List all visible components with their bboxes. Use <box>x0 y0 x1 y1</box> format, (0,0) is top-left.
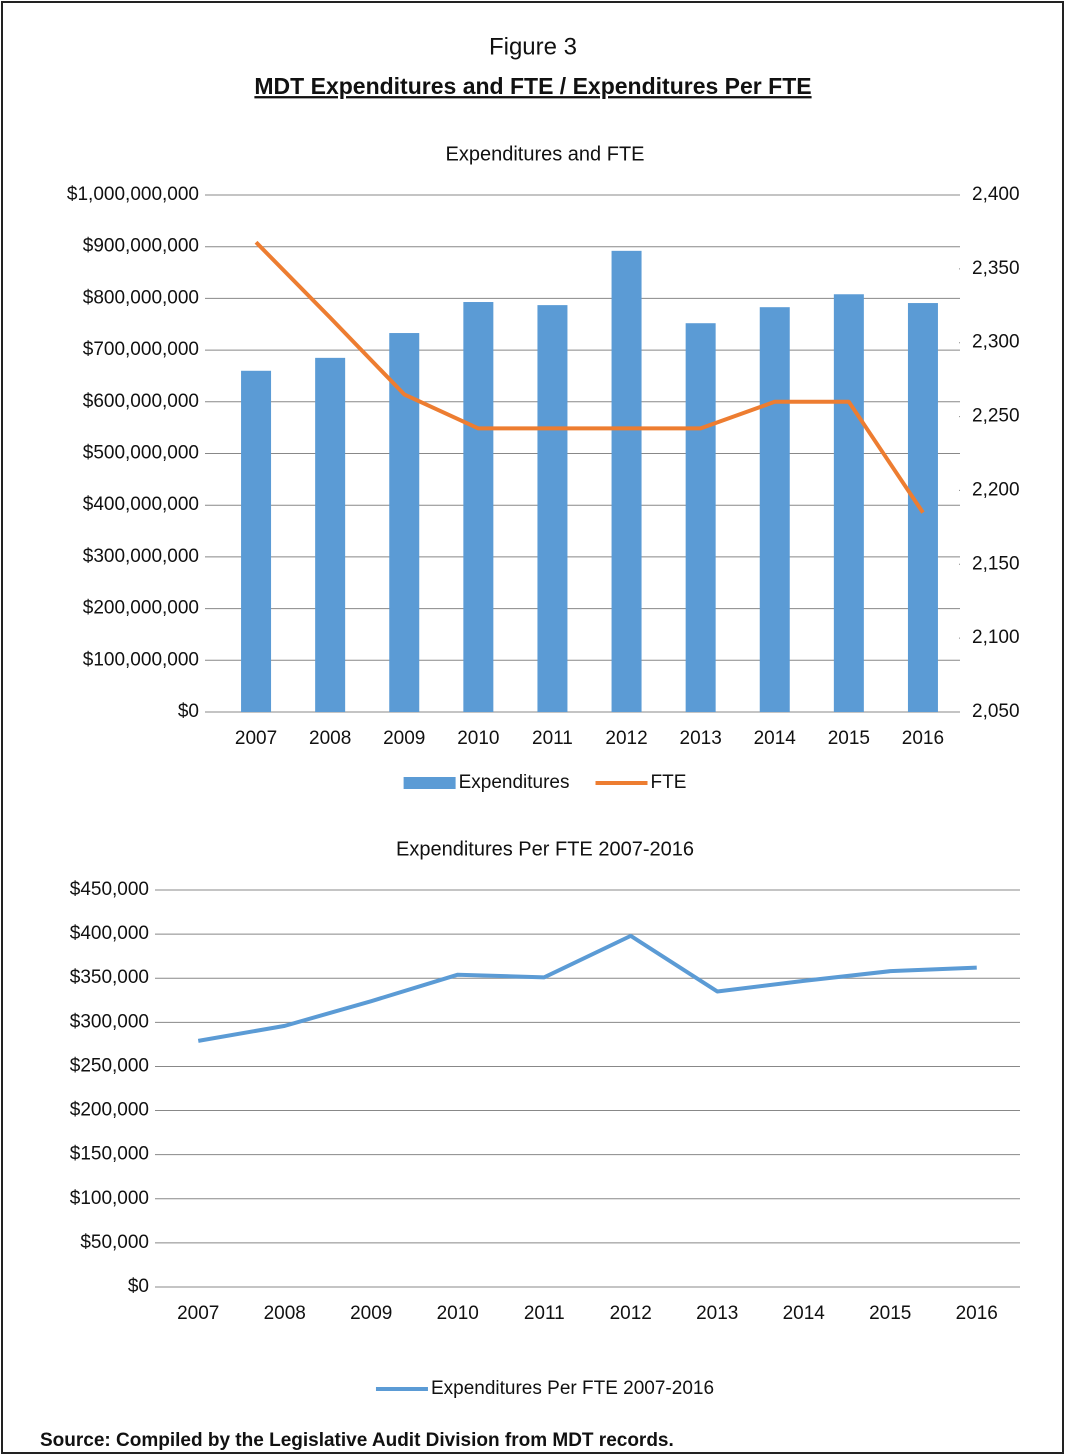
y-tick-label: $900,000,000 <box>83 236 199 257</box>
x-tick-label: 2007 <box>177 1303 219 1324</box>
x-tick-label: 2008 <box>264 1303 306 1324</box>
x-tick-label: 2014 <box>754 728 797 749</box>
x-tick-label: 2009 <box>350 1303 392 1324</box>
x-tick-label: 2016 <box>902 728 944 749</box>
y-tick-label: $50,000 <box>80 1232 149 1253</box>
bar <box>537 305 568 712</box>
legend-label: Expenditures <box>459 772 570 793</box>
y-tick-label: $100,000 <box>70 1188 149 1209</box>
y2-tick-label: 2,200 <box>972 479 1020 500</box>
x-tick-label: 2009 <box>383 728 425 749</box>
y-tick-label: $100,000,000 <box>83 649 199 670</box>
x-tick-label: 2015 <box>869 1303 911 1324</box>
bar <box>463 302 494 712</box>
x-tick-label: 2014 <box>783 1303 826 1324</box>
y-tick-label: $1,000,000,000 <box>67 184 199 205</box>
y2-tick-label: 2,150 <box>972 553 1020 574</box>
y-tick-label: $200,000 <box>70 1100 149 1121</box>
x-tick-label: 2010 <box>437 1303 479 1324</box>
line <box>254 240 925 514</box>
x-tick-label: 2011 <box>524 1303 565 1324</box>
y2-tick-label: 2,300 <box>972 332 1020 353</box>
x-tick-label: 2013 <box>696 1303 738 1324</box>
y2-tick-label: 2,400 <box>972 184 1020 205</box>
x-tick-label: 2007 <box>235 728 277 749</box>
legend-label: Expenditures Per FTE 2007-2016 <box>431 1378 714 1399</box>
figure-label: Figure 3 <box>489 33 577 60</box>
x-tick-label: 2015 <box>828 728 870 749</box>
y-tick-label: $700,000,000 <box>83 339 199 360</box>
y2-tick-label: 2,100 <box>972 627 1020 648</box>
figure-title: MDT Expenditures and FTE / Expenditures … <box>254 73 811 99</box>
legend-swatch <box>403 777 456 789</box>
y-tick-label: $300,000 <box>70 1011 149 1032</box>
bar <box>315 357 346 712</box>
x-tick-label: 2012 <box>605 728 647 749</box>
y-tick-label: $500,000,000 <box>83 443 199 464</box>
y-tick-label: $300,000,000 <box>83 546 199 567</box>
bar <box>611 250 642 712</box>
source-note: Source: Compiled by the Legislative Audi… <box>40 1430 674 1451</box>
y-tick-label: $250,000 <box>70 1055 149 1076</box>
y-tick-label: $0 <box>128 1276 149 1297</box>
y-tick-label: $800,000,000 <box>83 287 199 308</box>
x-tick-label: 2010 <box>457 728 499 749</box>
y2-tick-label: 2,350 <box>972 258 1020 279</box>
y-tick-label: $350,000 <box>70 967 149 988</box>
y-tick-label: $600,000,000 <box>83 391 199 412</box>
y-tick-label: $400,000 <box>70 923 149 944</box>
chart-title: Expenditures and FTE <box>446 143 645 165</box>
y-tick-label: $200,000,000 <box>83 598 199 619</box>
bar <box>241 370 272 712</box>
y2-tick-label: 2,250 <box>972 406 1020 427</box>
line <box>197 933 977 1043</box>
bar <box>759 307 790 712</box>
y2-tick-label: 2,050 <box>972 701 1020 722</box>
bar <box>389 333 420 712</box>
y-tick-label: $150,000 <box>70 1144 149 1165</box>
y-tick-label: $400,000,000 <box>83 494 199 515</box>
y-tick-label: $0 <box>178 701 199 722</box>
x-tick-label: 2016 <box>956 1303 998 1324</box>
chart-title: Expenditures Per FTE 2007-2016 <box>396 838 694 860</box>
x-tick-label: 2013 <box>680 728 722 749</box>
bar <box>685 323 716 712</box>
x-tick-label: 2008 <box>309 728 351 749</box>
bar <box>833 294 864 712</box>
y-tick-label: $450,000 <box>70 879 149 900</box>
bar <box>907 303 938 712</box>
x-tick-label: 2011 <box>532 728 573 749</box>
legend-label: FTE <box>651 772 687 793</box>
x-tick-label: 2012 <box>610 1303 652 1324</box>
